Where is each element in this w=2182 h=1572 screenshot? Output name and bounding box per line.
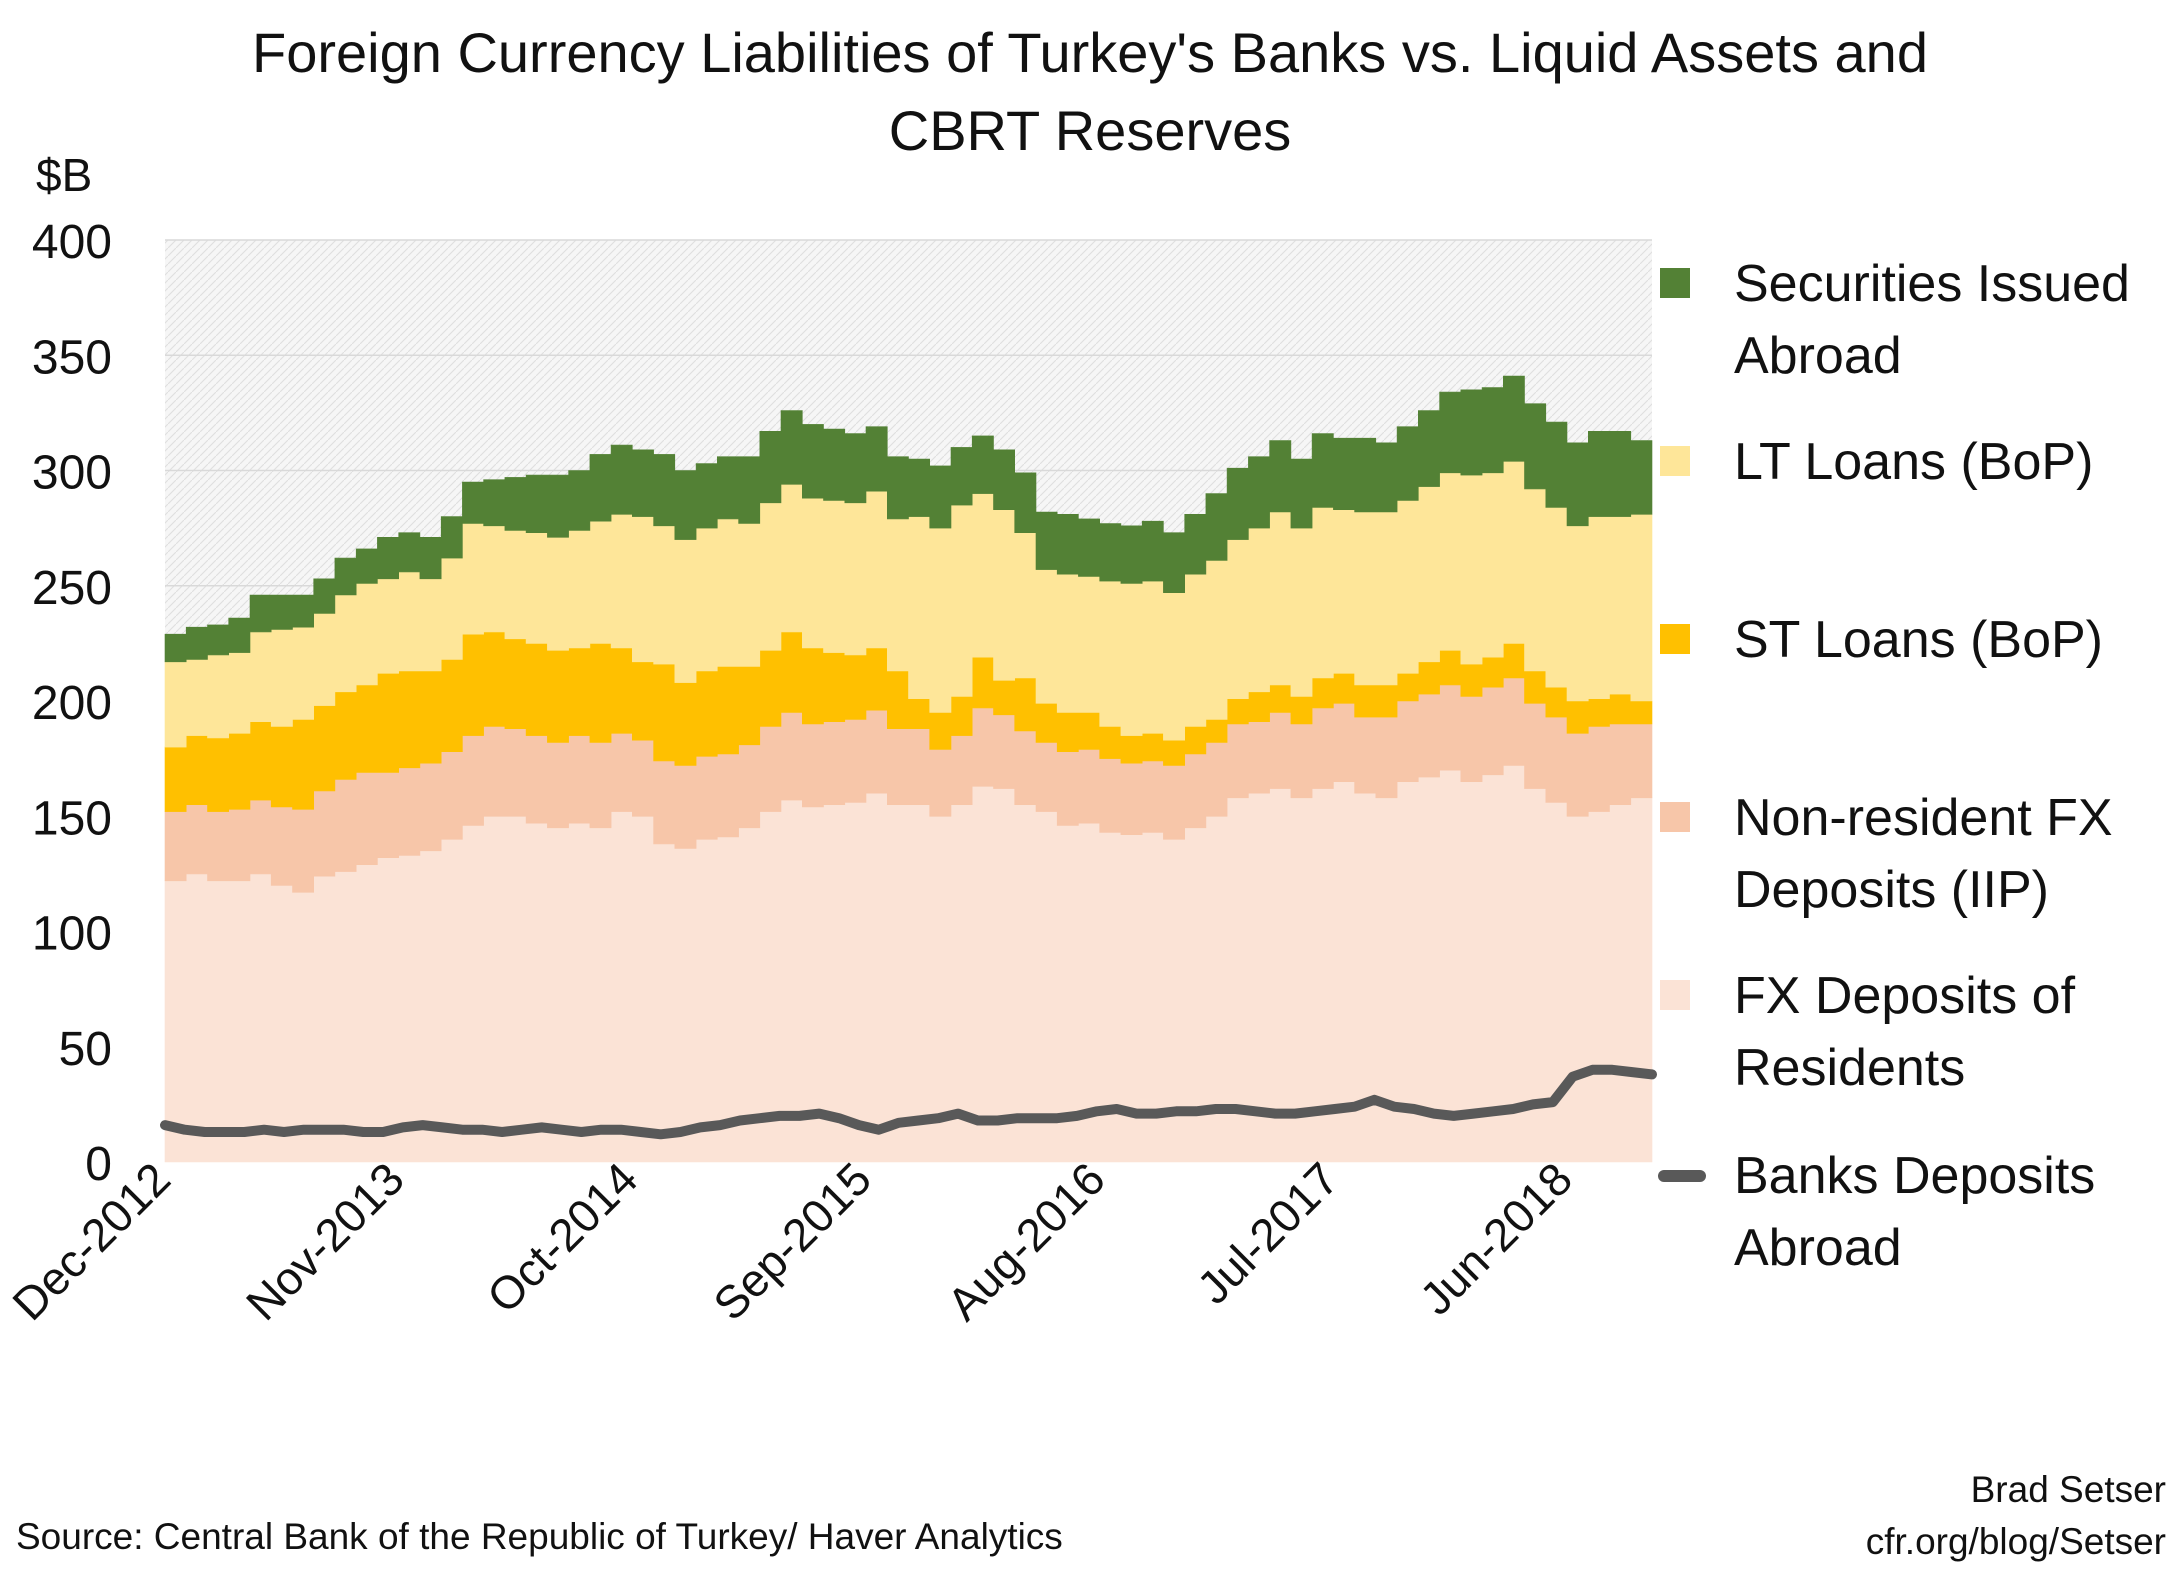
chart-title-line-1: Foreign Currency Liabilities of Turkey's… [252, 21, 1928, 84]
y-tick-label: 300 [32, 447, 112, 500]
x-tick-label: Oct-2014 [477, 1152, 648, 1323]
author-name: Brad Setser [1970, 1469, 2166, 1510]
chart-title-line-2: CBRT Reserves [888, 99, 1292, 162]
legend-label: Banks Deposits [1734, 1147, 2096, 1205]
credit: Brad Setser cfr.org/blog/Setser [1866, 1464, 2166, 1568]
legend-label: LT Loans (BoP) [1734, 433, 2094, 491]
legend-swatch [1660, 446, 1690, 476]
y-tick-label: 100 [32, 908, 112, 961]
x-tick-label: Aug-2016 [937, 1152, 1115, 1330]
legend-label: Securities Issued [1734, 255, 2130, 313]
legend-label: Deposits (IIP) [1734, 861, 2049, 919]
source-note: Source: Central Bank of the Republic of … [16, 1516, 1063, 1557]
legend-label: Non-resident FX [1734, 789, 2113, 847]
area-series-securities-issued-abroad [164, 375, 1653, 663]
legend-label: FX Deposits of [1734, 967, 2076, 1025]
x-tick-label: Nov-2013 [236, 1152, 414, 1330]
site-url[interactable]: cfr.org/blog/Setser [1865, 1521, 2166, 1562]
y-tick-label: 150 [32, 792, 112, 845]
line-series-banks-deposits-abroad [160, 1064, 1657, 1140]
y-tick-label: 50 [59, 1023, 112, 1076]
legend-label: Abroad [1734, 327, 1902, 385]
legend-swatch [1660, 802, 1690, 832]
y-tick-label: 350 [32, 331, 112, 384]
y-axis-unit-label: $B [36, 149, 93, 201]
legend-label: ST Loans (BoP) [1734, 611, 2104, 669]
y-tick-label: 250 [32, 562, 112, 615]
legend-label: Residents [1734, 1039, 1966, 1097]
x-tick-label: Jun-2018 [1410, 1152, 1582, 1324]
legend-line-marker [1658, 1170, 1706, 1182]
legend-label: Abroad [1734, 1219, 1902, 1277]
legend-swatch [1660, 980, 1690, 1010]
legend-swatch [1660, 624, 1690, 654]
y-tick-label: 400 [32, 216, 112, 269]
legend-swatch [1660, 268, 1690, 298]
x-tick-label: Sep-2015 [703, 1152, 881, 1330]
y-tick-label: 0 [85, 1138, 112, 1191]
chart-title: Foreign Currency Liabilities of Turkey's… [40, 14, 2140, 170]
y-tick-label: 200 [32, 677, 112, 730]
x-tick-label: Jul-2017 [1187, 1152, 1349, 1314]
